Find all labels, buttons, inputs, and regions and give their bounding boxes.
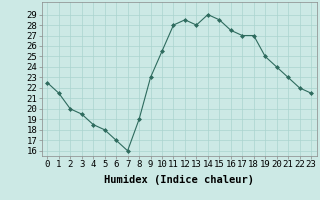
X-axis label: Humidex (Indice chaleur): Humidex (Indice chaleur) — [104, 175, 254, 185]
